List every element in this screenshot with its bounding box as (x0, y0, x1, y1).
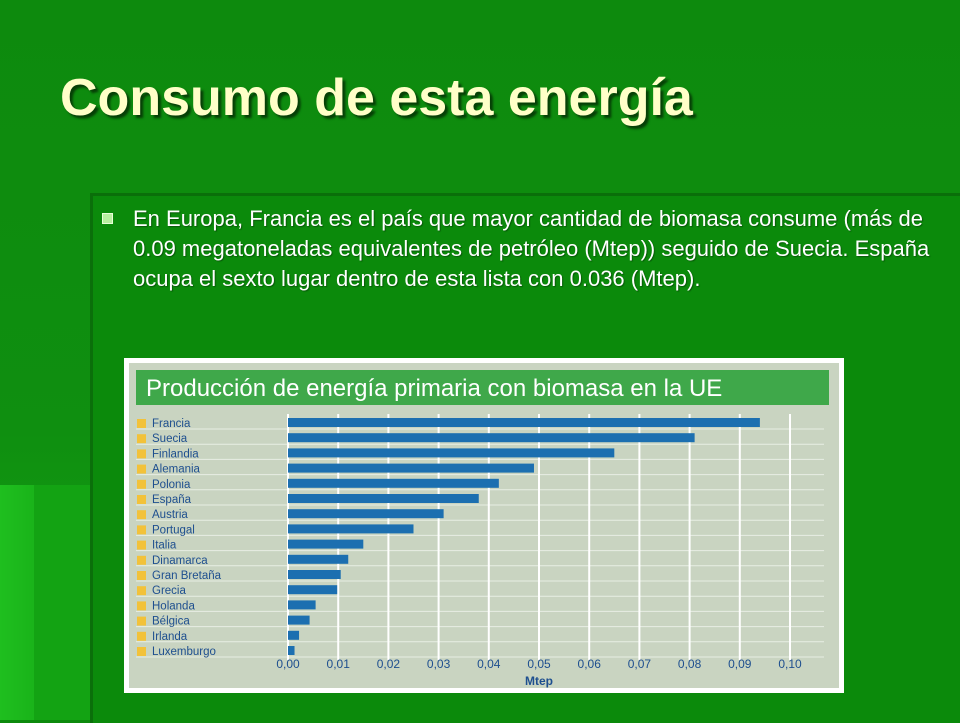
category-marker (137, 631, 146, 641)
category-label: Italia (152, 540, 177, 552)
bar (288, 433, 695, 443)
x-tick-label: 0,09 (728, 657, 752, 671)
bar (288, 494, 479, 503)
category-marker (137, 419, 146, 428)
category-label: Irlanda (152, 631, 188, 643)
bar (288, 570, 341, 579)
bar (288, 463, 534, 473)
chart-header (136, 370, 829, 405)
bar (288, 554, 349, 564)
category-label: Holanda (152, 600, 195, 612)
bar (288, 478, 499, 488)
bullet-text: En Europa, Francia es el país que mayor … (133, 206, 930, 291)
bar (288, 509, 444, 519)
category-label: Luxemburgo (152, 646, 216, 658)
x-tick-label: 0,02 (377, 657, 401, 671)
x-tick-label: 0,10 (778, 657, 802, 671)
bar (288, 615, 310, 625)
x-axis-label: Mtep (525, 674, 553, 688)
x-tick-label: 0,07 (628, 657, 652, 671)
x-tick-label: 0,06 (578, 657, 602, 671)
bar (288, 600, 316, 610)
category-marker (137, 601, 146, 611)
category-marker (137, 525, 146, 535)
category-label: España (152, 494, 192, 506)
category-label: Suecia (152, 433, 188, 445)
category-marker (137, 647, 146, 656)
category-marker (137, 464, 146, 474)
bullet-square-icon (102, 213, 113, 224)
x-tick-label: 0,04 (477, 657, 501, 671)
category-label: Francia (152, 418, 191, 430)
x-axis-ticks: 0,00 0,01 0,02 0,03 0,04 0,05 0,06 0,07 0,08 0,09… (276, 657, 802, 671)
x-tick-label: 0,05 (527, 657, 551, 671)
category-marker (137, 540, 146, 550)
category-label: Dinamarca (152, 555, 208, 567)
biomass-bar-chart: Producción de energía primaria con bioma… (129, 363, 839, 688)
bar (288, 539, 364, 549)
slide-title: Consumo de esta energía (60, 69, 693, 127)
bar (288, 646, 295, 655)
category-label: Polonia (152, 479, 191, 491)
category-marker (137, 479, 146, 489)
bar (288, 448, 615, 458)
x-tick-label: 0,01 (327, 657, 351, 671)
x-tick-label: 0,03 (427, 657, 451, 671)
chart-background (129, 363, 839, 688)
category-label: Gran Bretaña (152, 570, 222, 582)
left-decor-band (0, 485, 36, 720)
category-marker (137, 449, 146, 459)
bar (288, 630, 300, 640)
category-label: Alemania (152, 464, 201, 476)
category-label: Portugal (152, 524, 195, 536)
chart-card: Producción de energía primaria con bioma… (124, 358, 844, 693)
category-marker (137, 434, 146, 444)
category-label: Finlandia (152, 448, 199, 460)
category-label: Austria (152, 509, 188, 521)
chart-title: Producción de energía primaria con bioma… (146, 375, 722, 402)
category-marker (137, 586, 146, 596)
category-label: Bélgica (152, 616, 190, 628)
category-marker (137, 510, 146, 520)
bar (288, 585, 338, 595)
bullet-item: En Europa, Francia es el país que mayor … (102, 204, 932, 294)
chart-rows: Francia Suecia Finlandia Alemania Polonia Esp… (137, 418, 760, 658)
category-marker (137, 571, 146, 580)
x-tick-label: 0,08 (678, 657, 702, 671)
category-marker (137, 616, 146, 626)
category-label: Grecia (152, 585, 186, 597)
category-marker (137, 555, 146, 565)
x-tick-label: 0,00 (276, 657, 300, 671)
bar (288, 418, 760, 427)
category-marker (137, 495, 146, 504)
chart-grid (136, 414, 824, 660)
bar (288, 524, 414, 534)
